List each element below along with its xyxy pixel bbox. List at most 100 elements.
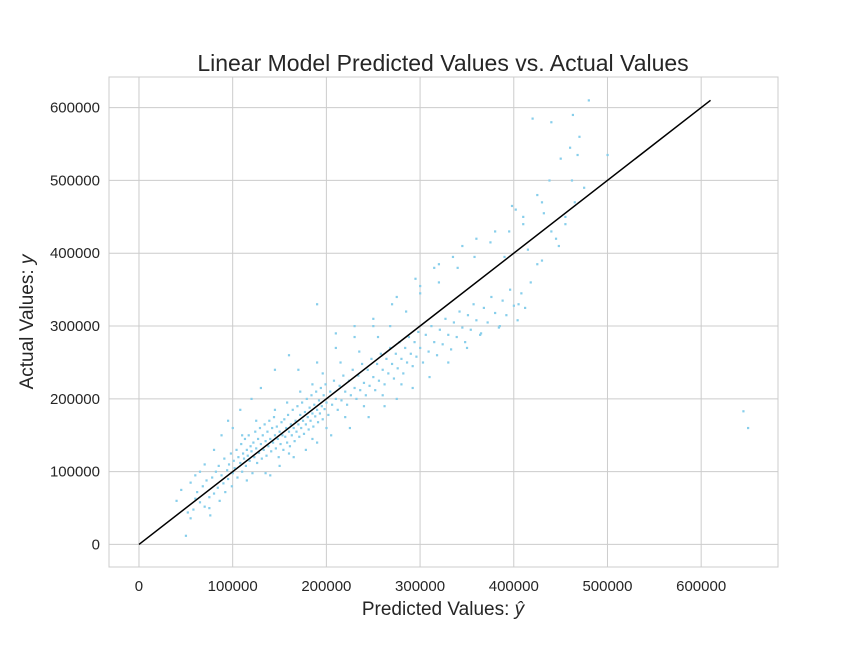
data-point <box>430 325 433 328</box>
data-point <box>501 299 504 302</box>
data-point <box>194 497 197 500</box>
data-point <box>217 464 220 467</box>
data-point <box>310 394 313 397</box>
data-point <box>327 413 330 417</box>
data-point <box>273 408 277 411</box>
data-point <box>461 244 464 248</box>
data-point <box>260 457 263 460</box>
data-point <box>359 389 362 392</box>
data-point <box>383 383 386 386</box>
data-point <box>272 416 276 419</box>
data-point <box>392 377 396 380</box>
data-point <box>287 430 291 433</box>
data-point <box>316 441 319 444</box>
data-point <box>274 447 277 450</box>
data-point <box>325 401 328 404</box>
data-point <box>293 440 296 443</box>
data-point <box>402 372 405 375</box>
data-point <box>220 474 223 477</box>
data-point <box>245 448 248 451</box>
data-point <box>245 479 248 482</box>
y-axis-title: Actual Values: y <box>17 253 38 389</box>
data-point <box>292 426 295 430</box>
data-point <box>235 448 238 451</box>
data-point <box>280 421 283 424</box>
data-point <box>316 421 320 424</box>
data-point <box>262 448 265 451</box>
data-point <box>224 491 227 494</box>
data-point <box>212 448 216 451</box>
data-point <box>268 419 271 422</box>
data-point <box>175 499 178 502</box>
data-point <box>564 223 567 226</box>
y-tick-label-5: 500000 <box>50 172 100 189</box>
data-point <box>404 346 407 350</box>
data-point <box>220 434 223 437</box>
data-point <box>419 284 422 288</box>
data-point <box>413 341 416 344</box>
data-point <box>522 215 525 218</box>
data-point <box>254 430 257 433</box>
x-tick-label-6: 600000 <box>676 578 726 595</box>
data-point <box>276 437 279 441</box>
data-point <box>230 485 233 488</box>
data-point <box>289 423 292 426</box>
data-point <box>364 394 367 397</box>
y-tick-label-2: 200000 <box>50 391 100 408</box>
data-point <box>311 412 314 415</box>
data-point <box>570 179 574 182</box>
data-point <box>452 321 456 324</box>
data-point <box>415 355 418 358</box>
data-point <box>396 367 399 370</box>
data-point <box>360 362 364 366</box>
data-point <box>286 413 290 417</box>
data-point <box>524 306 527 310</box>
data-point <box>247 434 250 437</box>
data-point <box>255 419 258 422</box>
data-point <box>316 303 319 306</box>
data-point <box>498 325 501 328</box>
data-point <box>576 153 579 157</box>
data-point <box>283 418 286 421</box>
data-point <box>374 389 377 392</box>
data-point <box>747 426 750 430</box>
data-point <box>475 319 478 322</box>
data-point <box>186 511 189 514</box>
data-point <box>389 346 392 350</box>
data-point <box>344 416 347 419</box>
data-point <box>271 441 275 444</box>
data-point <box>248 459 251 462</box>
data-point <box>529 281 532 284</box>
x-tick-label-3: 300000 <box>395 578 445 595</box>
data-point <box>316 361 319 364</box>
data-point <box>320 405 323 408</box>
data-point <box>353 325 356 328</box>
data-point <box>489 241 492 244</box>
data-point <box>400 357 403 360</box>
data-point <box>303 410 307 414</box>
data-point <box>542 212 545 215</box>
data-point <box>458 310 461 313</box>
data-point <box>433 266 436 269</box>
data-point <box>461 326 464 329</box>
data-point <box>351 368 354 371</box>
x-tick-label-4: 400000 <box>489 578 539 595</box>
data-point <box>531 117 534 120</box>
data-point <box>516 319 519 322</box>
data-point <box>313 403 316 406</box>
data-point <box>428 375 431 379</box>
data-point <box>437 281 441 284</box>
data-point <box>263 423 266 426</box>
data-point <box>281 434 284 437</box>
data-point <box>226 419 230 422</box>
data-point <box>208 507 211 510</box>
data-point <box>297 368 300 371</box>
data-point <box>334 332 337 335</box>
data-point <box>233 466 236 470</box>
data-point <box>330 434 333 437</box>
data-point <box>606 153 609 157</box>
data-point <box>329 390 332 393</box>
data-point <box>514 208 517 211</box>
data-point <box>394 352 397 355</box>
